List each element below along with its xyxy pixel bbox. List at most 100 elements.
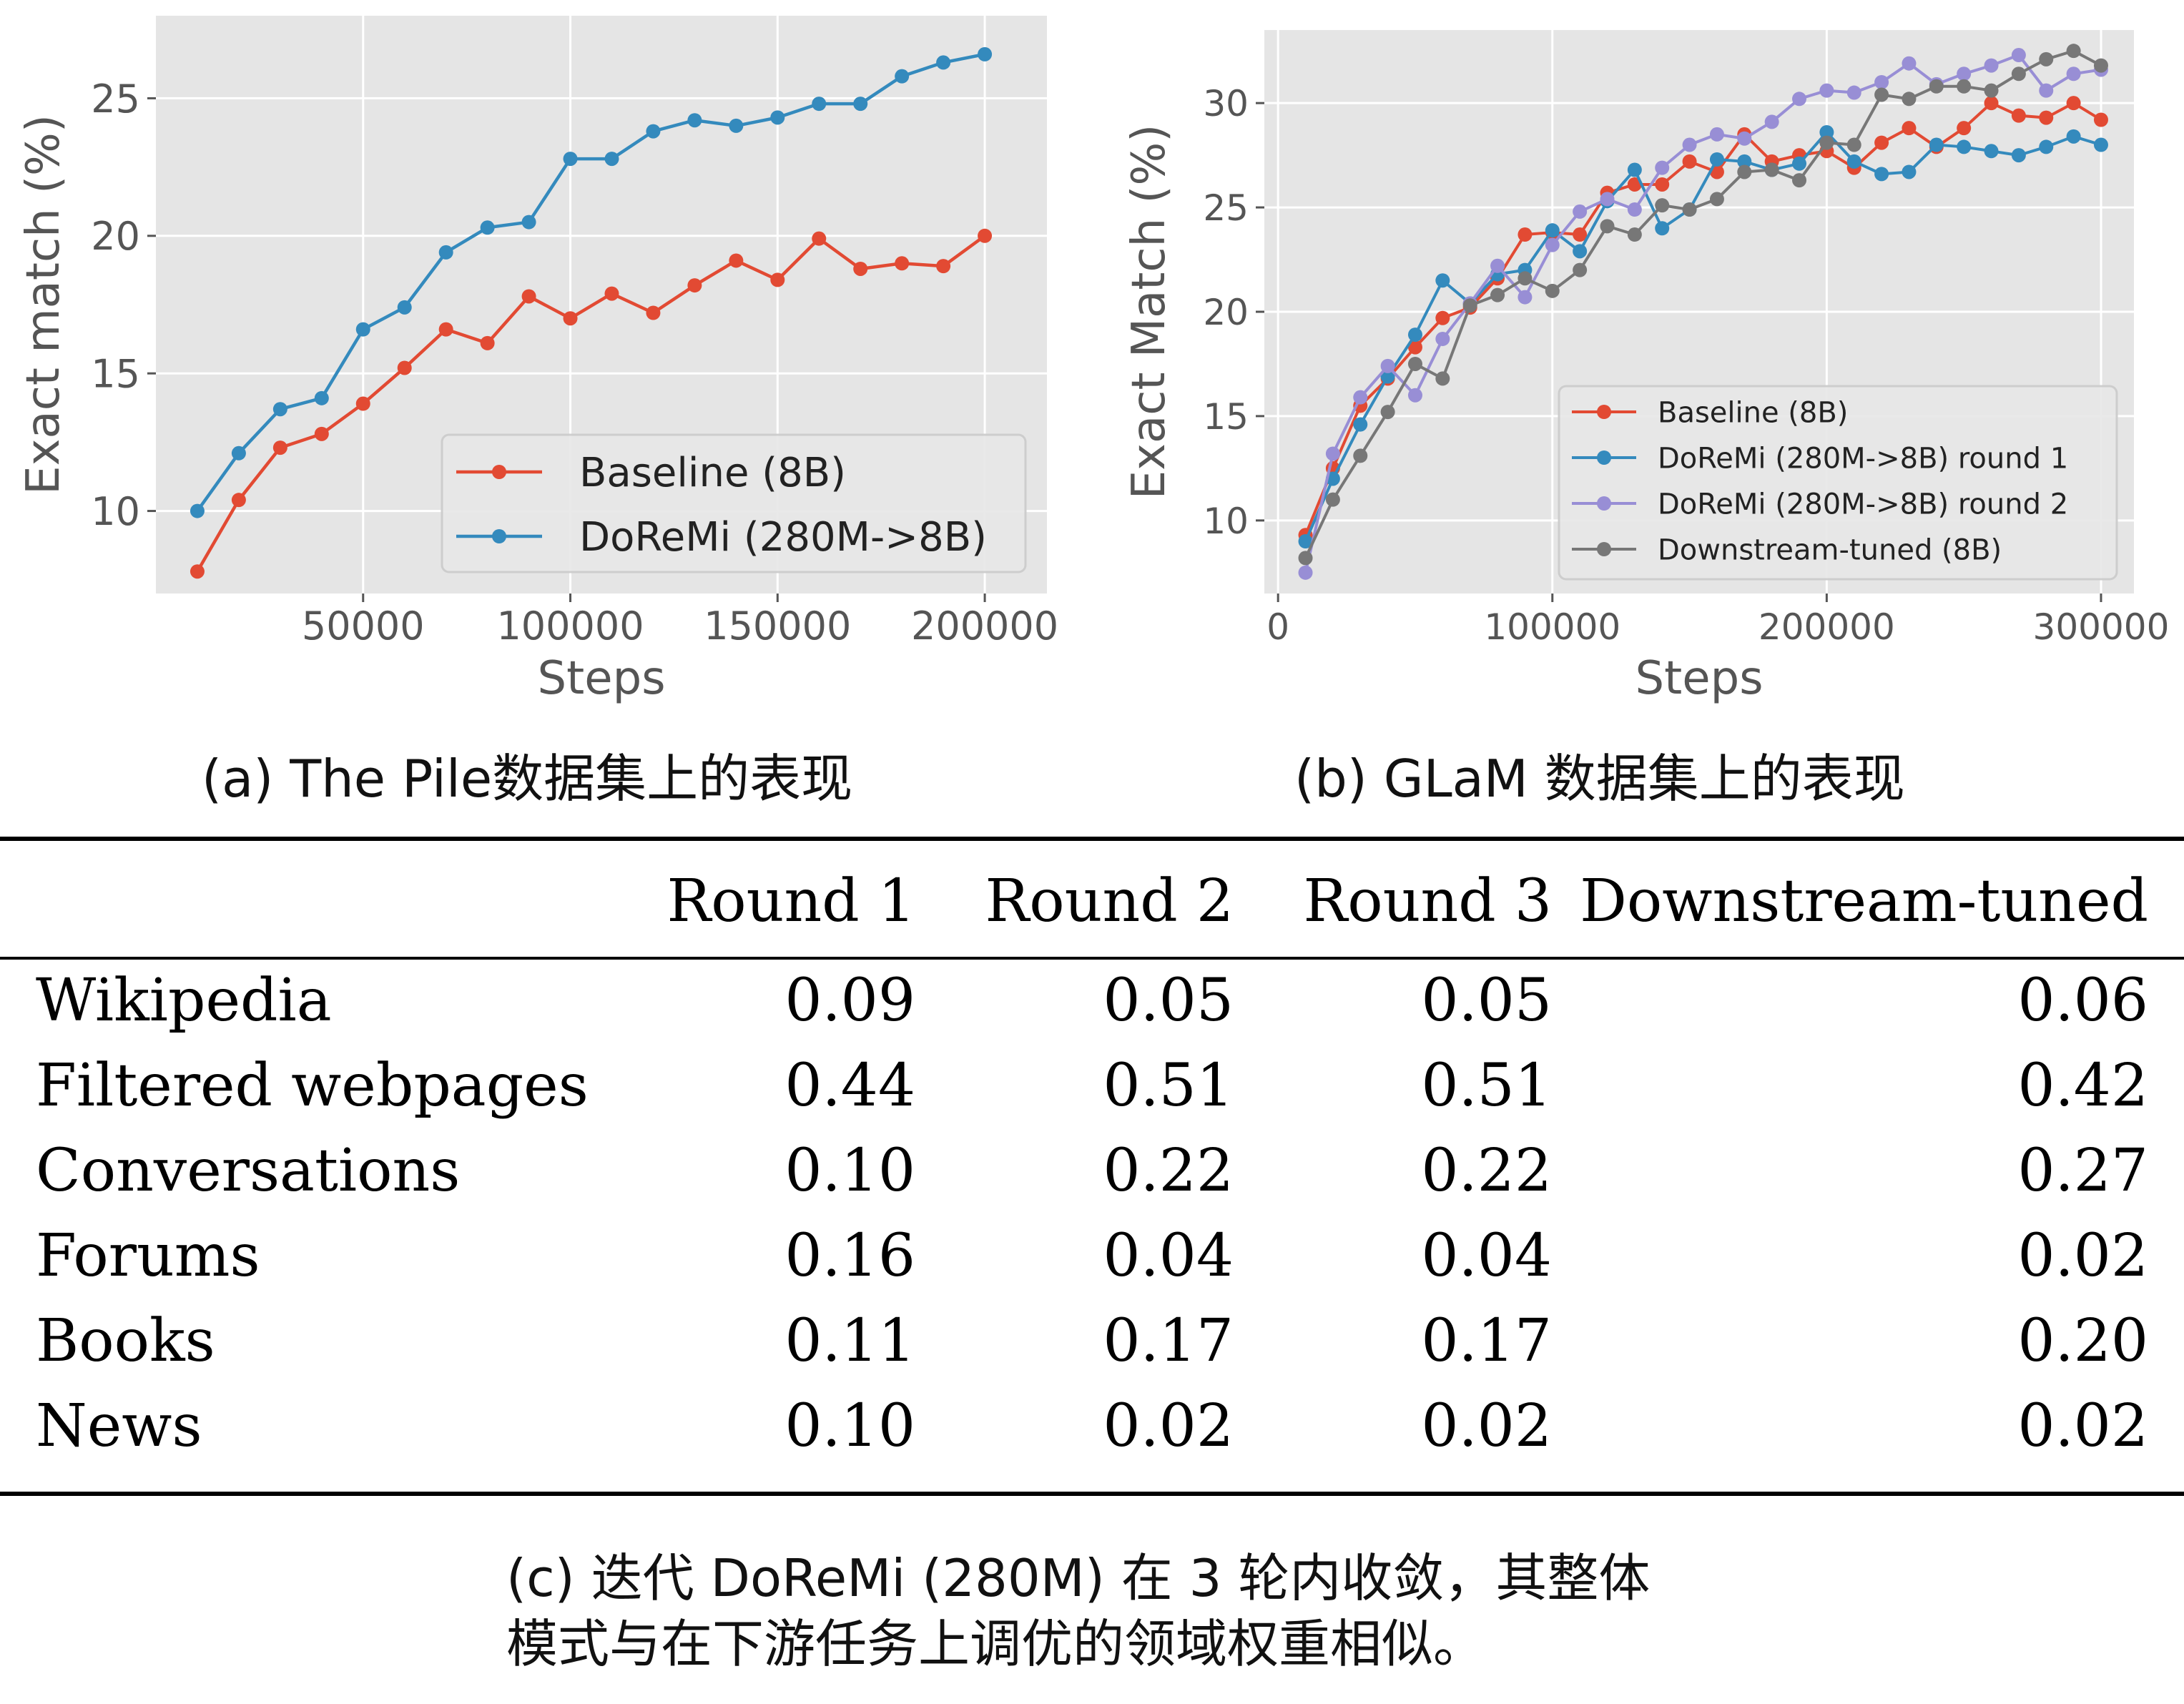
table-header-corner	[0, 844, 594, 958]
x-tick-label: 150000	[704, 604, 851, 649]
data-point	[1957, 139, 1972, 154]
data-point	[1353, 448, 1368, 463]
data-point	[521, 215, 536, 230]
data-point	[1792, 156, 1807, 171]
data-point	[1874, 135, 1889, 150]
table-cell: 0.02	[2017, 1222, 2148, 1290]
data-point	[314, 390, 329, 405]
data-point	[1435, 371, 1450, 386]
data-point	[1435, 310, 1450, 325]
x-tick-label: 300000	[2033, 606, 2170, 648]
table-cell: 0.10	[784, 1392, 915, 1460]
caption-c-line2: 模式与在下游任务上调优的领域权重相似。	[506, 1614, 1485, 1674]
data-point	[314, 426, 329, 441]
data-point	[1407, 327, 1422, 343]
data-point	[646, 124, 661, 139]
data-point	[190, 564, 205, 579]
data-point	[1518, 227, 1533, 242]
data-point	[1627, 202, 1642, 217]
table-row-label: Forums	[36, 1222, 260, 1290]
table-row-label: Conversations	[36, 1137, 461, 1205]
data-point	[729, 118, 744, 133]
data-point	[1298, 534, 1313, 549]
data-point	[397, 360, 412, 375]
caption-c-line1: (c) 迭代 DoReMi (280M) 在 3 轮内收敛，其整体	[506, 1548, 1651, 1608]
data-point	[1984, 83, 1999, 98]
y-axis-label: Exact Match (%)	[1123, 124, 1176, 500]
data-point	[1792, 92, 1807, 107]
data-point	[2093, 58, 2108, 73]
table-header-round-2: Round 2	[985, 867, 1234, 935]
data-point	[2039, 139, 2054, 154]
data-point	[812, 97, 827, 112]
data-point	[1929, 137, 1944, 152]
legend-swatch-marker	[492, 465, 506, 479]
data-point	[1929, 79, 1944, 94]
x-tick-label: 100000	[496, 604, 644, 649]
data-point	[1655, 221, 1670, 236]
data-point	[2066, 67, 2081, 82]
series-line-1	[196, 234, 986, 573]
data-point	[1573, 244, 1588, 259]
data-point	[1407, 356, 1422, 371]
data-point	[1627, 162, 1642, 177]
data-point	[1325, 446, 1340, 461]
data-point	[1655, 198, 1670, 213]
data-point	[1737, 131, 1752, 146]
domain-weights-table: Round 1 Round 2 Round 3 Downstream-tuned…	[0, 844, 2184, 1469]
data-point	[1655, 160, 1670, 175]
x-tick-label: 200000	[1758, 606, 1895, 648]
data-point	[1957, 121, 1972, 136]
data-point	[1298, 551, 1313, 566]
data-point	[355, 322, 370, 337]
data-point	[1902, 164, 1917, 179]
table-header-downstream-tuned: Downstream-tuned	[1580, 867, 2148, 935]
data-point	[1764, 162, 1779, 177]
data-point	[853, 261, 868, 276]
data-point	[1435, 273, 1450, 288]
table-row-label: Wikipedia	[36, 967, 332, 1035]
table-cell: 0.02	[1103, 1392, 1234, 1460]
data-point	[1874, 167, 1889, 182]
table-cell: 0.05	[1421, 967, 1552, 1035]
data-point	[1737, 154, 1752, 169]
table-cell: 0.16	[784, 1222, 915, 1290]
data-point	[1353, 417, 1368, 432]
y-tick-label: 25	[1203, 187, 1249, 229]
table-cell: 0.11	[784, 1307, 915, 1375]
data-point	[1490, 287, 1505, 302]
table-cell: 0.22	[1103, 1137, 1234, 1205]
data-point	[729, 253, 744, 268]
table-cell: 0.42	[2017, 1052, 2148, 1120]
table-row: Wikipedia 0.09 0.05 0.05 0.06	[0, 958, 2184, 1043]
table-row: Filtered webpages 0.44 0.51 0.51 0.42	[0, 1043, 2184, 1128]
data-point	[231, 445, 246, 461]
x-tick-label: 50000	[302, 604, 425, 649]
data-point	[1655, 177, 1670, 192]
data-point	[1380, 405, 1395, 420]
data-point	[1846, 137, 1861, 152]
x-axis-label: Steps	[1635, 652, 1763, 705]
legend-label: DoReMi (280M->8B) round 2	[1658, 488, 2068, 521]
data-point	[1819, 83, 1834, 98]
data-point	[978, 228, 993, 243]
table-row: News 0.10 0.02 0.02 0.02	[0, 1384, 2184, 1469]
table-cell: 0.04	[1421, 1222, 1552, 1290]
data-point	[1874, 74, 1889, 89]
data-point	[438, 245, 453, 260]
data-point	[397, 300, 412, 315]
data-point	[2011, 67, 2026, 82]
legend-swatch-marker	[1597, 542, 1611, 556]
data-point	[1545, 283, 1560, 298]
data-point	[687, 278, 702, 293]
data-point	[1600, 192, 1615, 207]
data-point	[1407, 340, 1422, 355]
legend-swatch-marker	[1597, 405, 1611, 419]
data-point	[190, 503, 205, 518]
table-mid-rule	[0, 957, 2184, 960]
data-point	[1709, 127, 1724, 142]
data-point	[853, 97, 868, 112]
data-point	[1380, 369, 1395, 384]
legend-box	[441, 433, 1027, 573]
data-point	[1627, 177, 1642, 192]
